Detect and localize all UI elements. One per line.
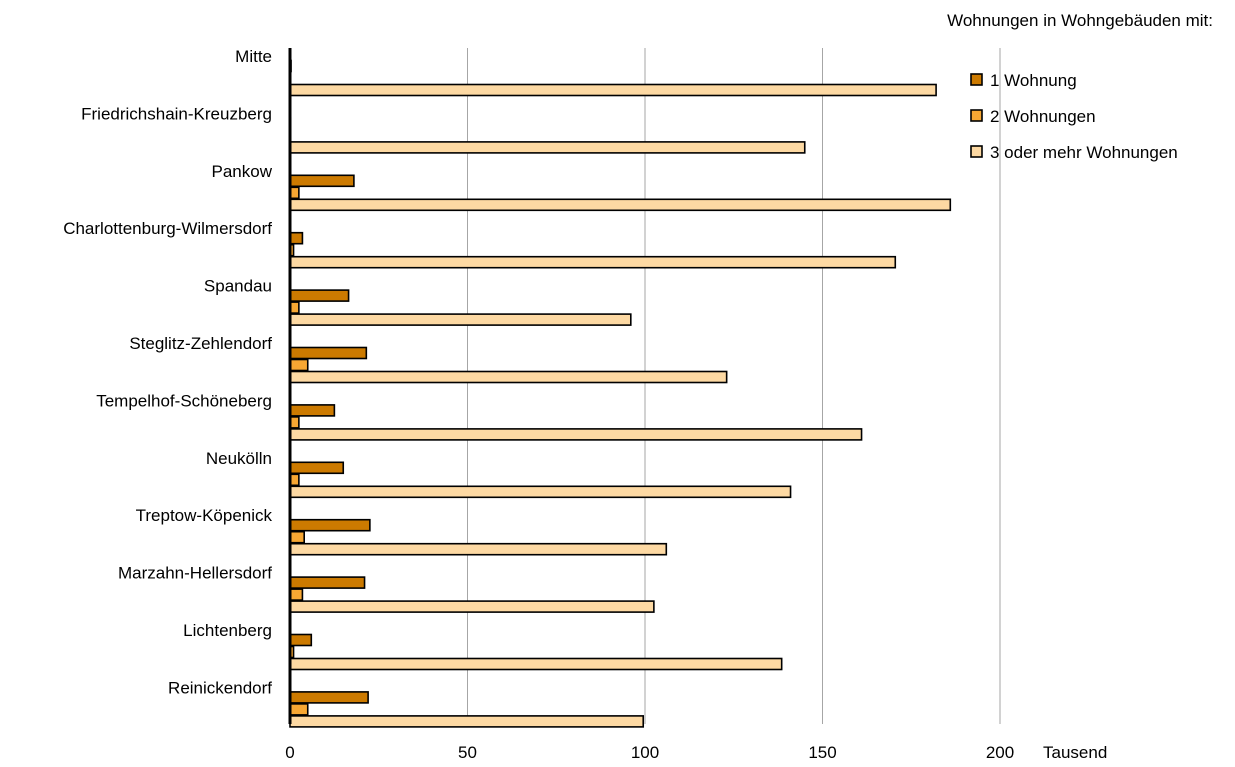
legend-swatch <box>970 109 983 122</box>
category-label: Spandau <box>204 277 272 296</box>
bar-1 <box>289 346 368 360</box>
category-label: Tempelhof-Schöneberg <box>96 391 272 410</box>
bar-3 <box>289 255 897 269</box>
bars <box>289 59 952 728</box>
bar-1 <box>289 289 350 302</box>
category-label: Pankow <box>212 162 273 181</box>
category-label: Steglitz-Zehlendorf <box>129 334 272 353</box>
bar-3 <box>289 83 937 97</box>
category-label: Charlottenburg-Wilmersdorf <box>63 219 272 238</box>
category-label: Treptow-Köpenick <box>136 506 273 525</box>
x-tick-labels: 0 50 100 150 200 <box>285 743 1014 762</box>
category-label: Marzahn-Hellersdorf <box>118 564 272 583</box>
bar-3 <box>289 657 783 671</box>
bar-2 <box>289 530 305 544</box>
legend: 1 Wohnung 2 Wohnungen 3 oder mehr Wohnunge… <box>970 71 1178 162</box>
x-tick-label: 150 <box>808 743 836 762</box>
x-tick-label: 50 <box>458 743 477 762</box>
x-tick-label: 0 <box>285 743 294 762</box>
legend-label: 3 oder mehr Wohnungen <box>990 143 1178 162</box>
bar-2 <box>289 703 309 716</box>
legend-swatch <box>970 145 983 158</box>
category-label: Neukölln <box>206 449 272 468</box>
bar-1 <box>289 231 304 245</box>
bar-3 <box>289 141 806 154</box>
bar-3 <box>289 370 728 384</box>
category-label: Mitte <box>235 47 272 66</box>
bar-1 <box>289 461 345 475</box>
bar-1 <box>289 633 313 647</box>
x-tick-label: 100 <box>631 743 659 762</box>
legend-title: Wohnungen in Wohngebäuden mit: <box>947 11 1213 30</box>
category-label: Lichtenberg <box>183 621 272 640</box>
bar-3 <box>289 485 792 499</box>
bar-1 <box>289 174 355 188</box>
bar-2 <box>289 588 304 601</box>
bar-3 <box>289 313 632 326</box>
bar-1 <box>289 691 369 704</box>
bar-2 <box>289 358 309 372</box>
legend-label: 1 Wohnung <box>990 71 1077 90</box>
category-label: Reinickendorf <box>168 678 272 697</box>
unit-label: Tausend <box>1043 743 1107 762</box>
bar-1 <box>289 576 366 589</box>
bar-3 <box>289 600 655 613</box>
legend-label: 2 Wohnungen <box>990 107 1096 126</box>
bar-3 <box>289 542 668 556</box>
bar-1 <box>289 518 371 532</box>
category-label: Friedrichshain-Kreuzberg <box>81 104 272 123</box>
legend-swatch <box>970 73 983 86</box>
category-labels: Mitte Friedrichshain-Kreuzberg Pankow Charl… <box>63 47 273 697</box>
bar-1 <box>289 404 336 417</box>
bar-3 <box>289 715 645 728</box>
bar-3 <box>289 198 952 212</box>
bar-3 <box>289 428 863 441</box>
x-tick-label: 200 <box>986 743 1014 762</box>
